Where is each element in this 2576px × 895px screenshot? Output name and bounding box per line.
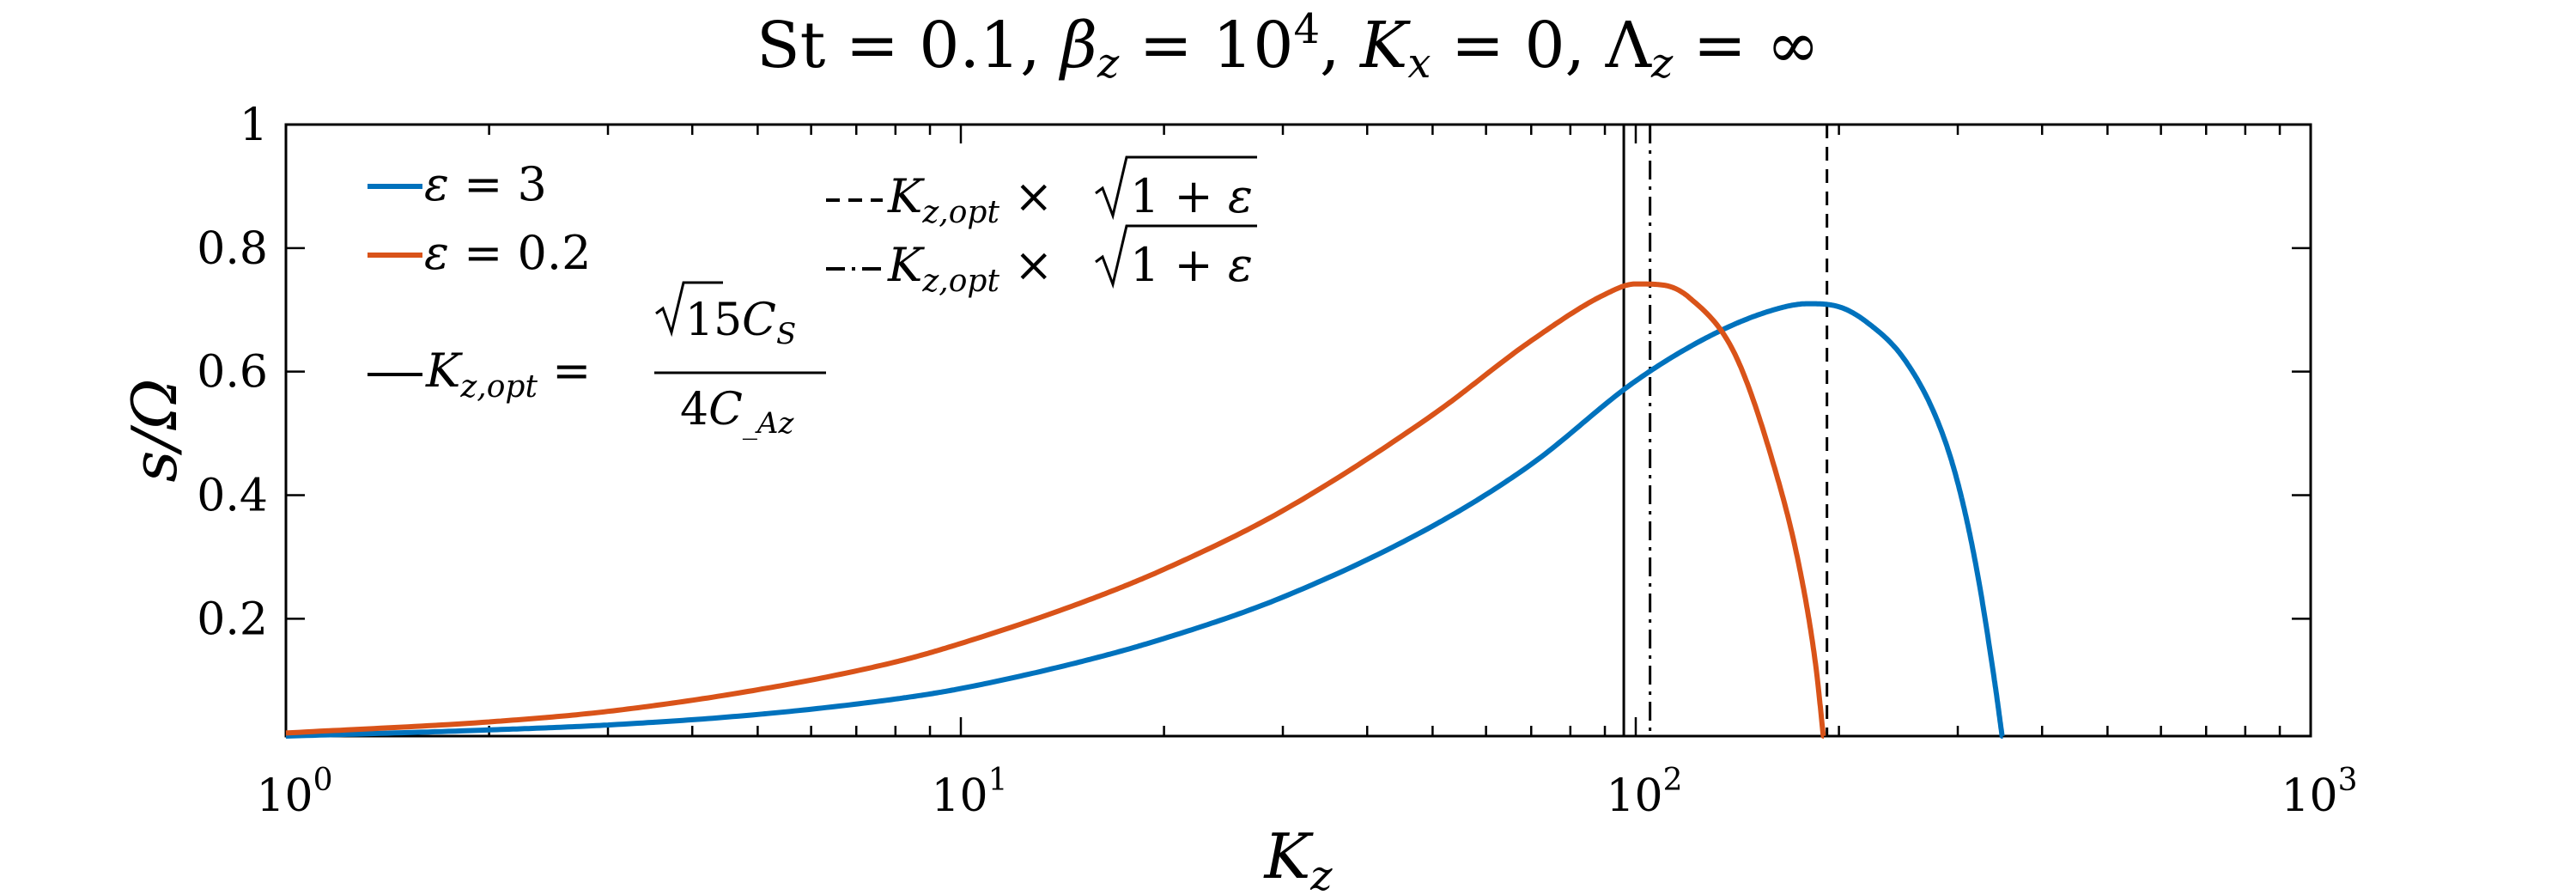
y-tick-label: 1 [240, 100, 268, 151]
svg-text:1 + ε: 1 + ε [1130, 169, 1253, 223]
plot-area [284, 123, 2312, 739]
plot-frame [284, 123, 2312, 738]
x-tick-label: 101 [931, 763, 1007, 822]
legend: ε = 3 ε = 0.2 Kz,opt = 15CS 4C_Az Kz,opt × 1 … [368, 155, 1257, 441]
series-line-1 [285, 301, 2006, 739]
legend-label: ε = 0.2 [424, 226, 591, 280]
legend-label: Kz,opt = 15CS 4C_Az [425, 281, 826, 441]
series-lines [285, 281, 2006, 739]
axis-ticks [286, 125, 2311, 736]
y-tick-label: 0.6 [197, 347, 268, 399]
legend-label: Kz,opt × 1 + ε [887, 155, 1257, 230]
y-tick-label: 0.4 [197, 471, 268, 522]
series-line-2 [285, 281, 1826, 739]
x-tick-label: 102 [1606, 763, 1682, 822]
x-axis-label: Kz [1262, 820, 1333, 895]
reference-lines [1622, 125, 1829, 736]
x-tick-label: 103 [2281, 763, 2357, 822]
svg-text:Kz,opt ×: Kz,opt × [887, 238, 1053, 299]
svg-text:4C_Az: 4C_Az [680, 384, 794, 441]
y-tick-label: 0.8 [197, 223, 268, 275]
legend-label: Kz,opt × 1 + ε [887, 224, 1257, 299]
chart-title: St = 0.1, βz = 104, Kx = 0, Λz = ∞ [756, 5, 1820, 88]
svg-text:Kz,opt =: Kz,opt = [425, 344, 591, 405]
svg-text:15CS: 15CS [685, 295, 796, 351]
y-axis-label: s/Ω [118, 379, 191, 483]
tick-labels: 100 101 102 103 0.2 0.4 0.6 0.8 1 [197, 100, 2357, 822]
y-tick-label: 0.2 [197, 594, 268, 645]
x-tick-label: 100 [256, 763, 332, 822]
svg-text:Kz,opt ×: Kz,opt × [887, 169, 1053, 230]
legend-label: ε = 3 [424, 157, 547, 211]
svg-text:1 + ε: 1 + ε [1130, 238, 1253, 292]
